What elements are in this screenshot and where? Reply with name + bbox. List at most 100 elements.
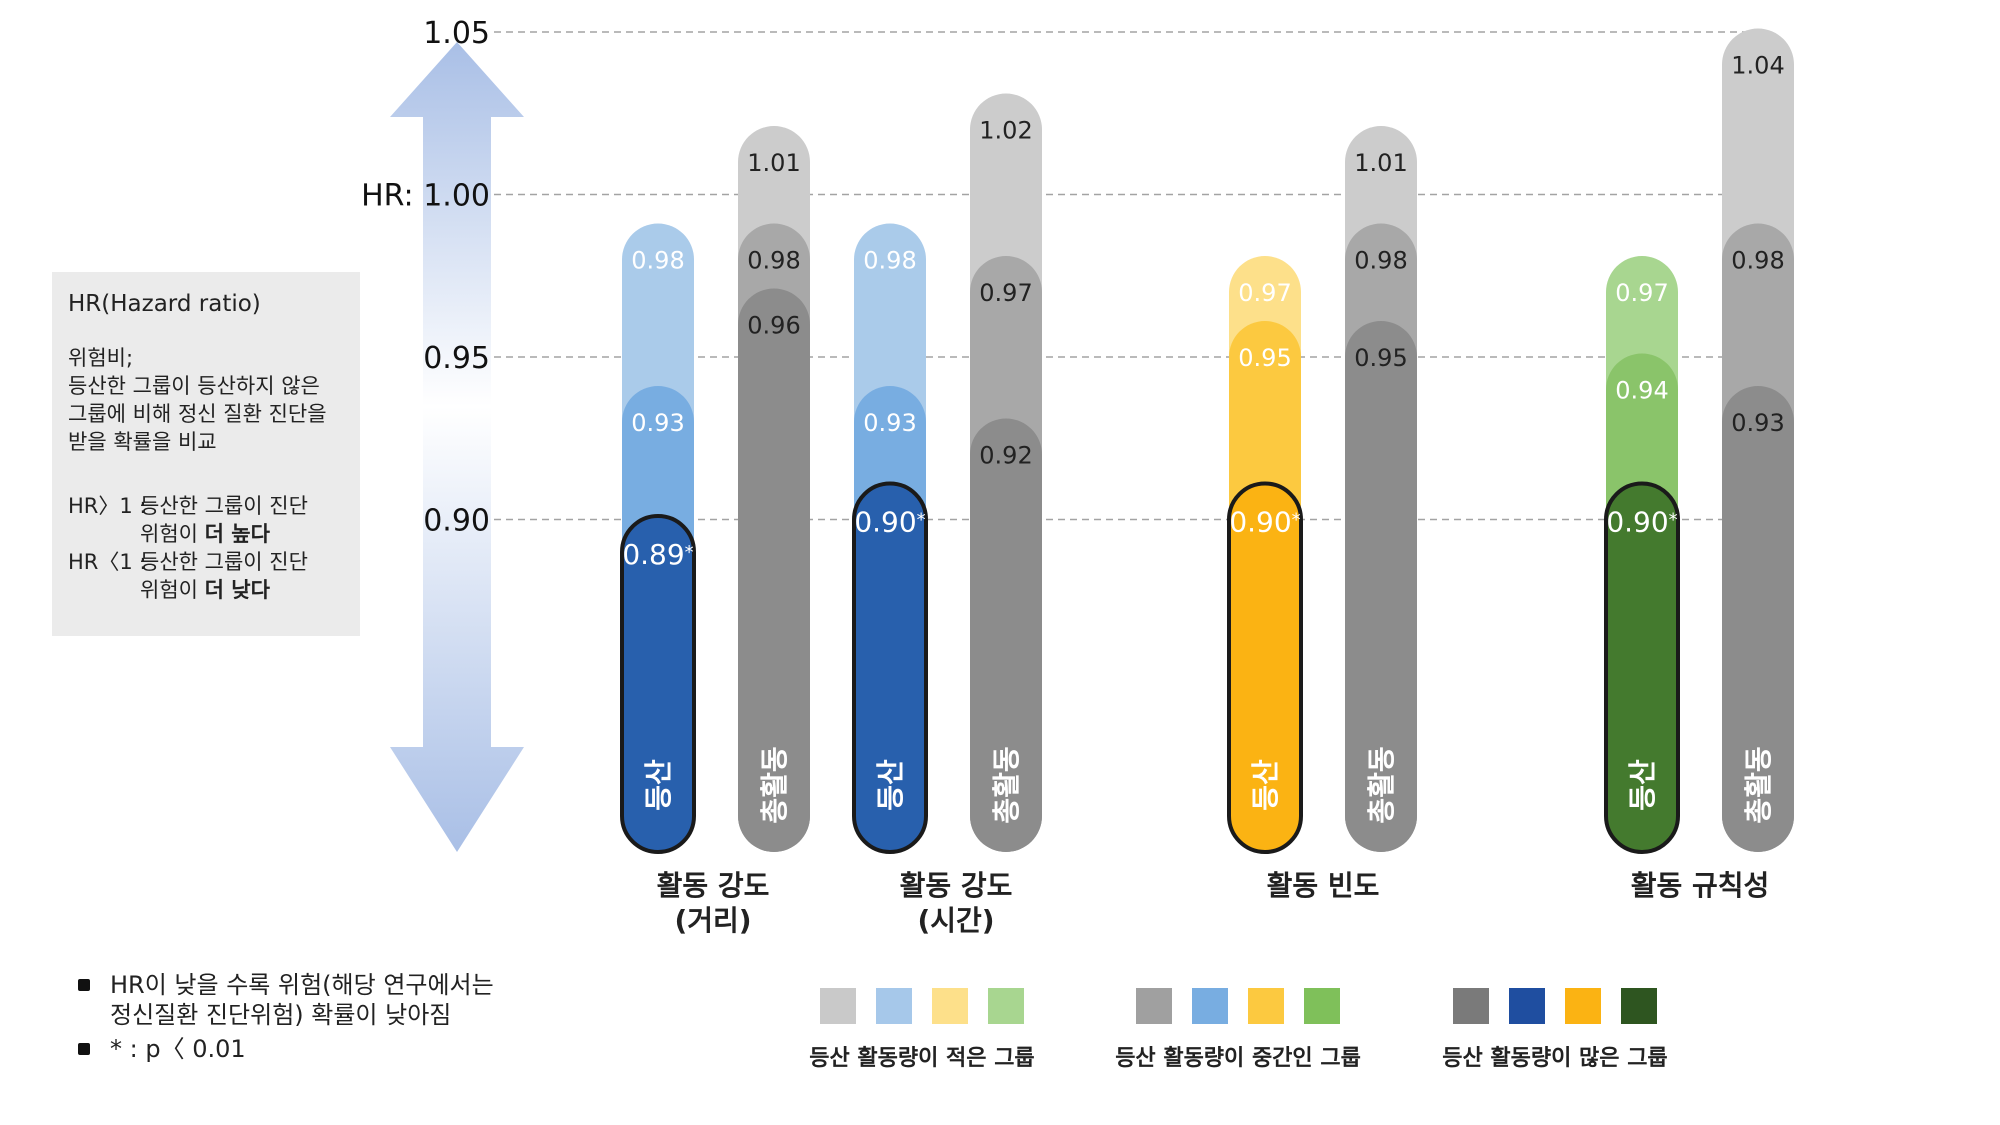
data-label: 1.02 (979, 117, 1032, 145)
bar-level-high (1722, 386, 1794, 852)
data-label: 0.97 (1615, 279, 1668, 307)
bar-hiking: 0.98 0.93 0.90* 등산 (852, 223, 928, 854)
info-title: HR(Hazard ratio) (68, 291, 261, 317)
data-label: 0.97 (979, 279, 1032, 307)
data-label: 0.92 (979, 442, 1032, 470)
hr-greater-line2: 위험이 (140, 522, 205, 546)
hr-greater-bold: 더 높다 (204, 522, 270, 546)
legend-high: 등산 활동량이 많은 그룹 (1425, 988, 1685, 1072)
legend-swatch (1304, 988, 1340, 1024)
bar-level-high (738, 288, 810, 852)
hr-less-bold: 더 낮다 (204, 578, 270, 602)
data-label: 0.90* (1229, 506, 1300, 539)
data-label: 1.04 (1731, 52, 1784, 80)
legend-swatch (876, 988, 912, 1024)
hr-less-key: HR〈1 : (68, 550, 147, 574)
bar-total-activity: 1.01 0.98 0.95 총활동 (1345, 126, 1417, 852)
footnotes: HR이 낮을 수록 위험(해당 연구에서는 정신질환 진단위험) 확률이 낮아짐… (78, 970, 494, 1068)
y-tick-label: HR: 1.00 (361, 179, 490, 214)
group-label: 활동 규칙성 (1631, 869, 1770, 902)
legend-swatch (1136, 988, 1172, 1024)
bar-level-high (970, 418, 1042, 852)
bar-name-label: 총활동 (758, 746, 791, 823)
legend-swatch (1192, 988, 1228, 1024)
bar-total-activity: 1.04 0.98 0.93 총활동 (1722, 28, 1794, 852)
info-desc-line: 위험비; (68, 346, 134, 370)
data-label: 0.93 (1731, 409, 1784, 437)
legend-swatch (988, 988, 1024, 1024)
data-label: 0.89* (622, 538, 693, 571)
bar-name-label: 등산 (642, 759, 675, 811)
double-arrow-icon (390, 42, 524, 852)
data-label: 0.93 (631, 409, 684, 437)
legend-swatch (1621, 988, 1657, 1024)
group-label: (거리) (674, 904, 751, 937)
hr-greater-row: HR〉1 : 등산한 그룹이 진단 위험이 더 높다 (68, 492, 344, 548)
legend-swatch (1453, 988, 1489, 1024)
hr-less-row: HR〈1 : 등산한 그룹이 진단 위험이 더 낮다 (68, 548, 344, 604)
bar-name-label: 등산 (1249, 759, 1282, 811)
legend-mid-label: 등산 활동량이 중간인 그룹 (1115, 1046, 1361, 1071)
legend-mid: 등산 활동량이 중간인 그룹 (1108, 988, 1368, 1072)
info-desc-line: 그룹에 비해 정신 질환 진단을 (68, 402, 327, 426)
bar-name-label: 등산 (1626, 759, 1659, 811)
footnote-hr-line2: 정신질환 진단위험) 확률이 낮아짐 (110, 1001, 452, 1029)
info-description: 위험비; 등산한 그룹이 등산하지 않은 그룹에 비해 정신 질환 진단을 받을… (68, 344, 344, 456)
hr-greater-line1: 등산한 그룹이 진단 (140, 494, 308, 518)
hr-greater-text: 등산한 그룹이 진단 위험이 더 높다 (140, 492, 308, 548)
info-desc-line: 받을 확률을 비교 (68, 430, 217, 454)
bar-hiking: 0.97 0.95 0.90* 등산 (1227, 256, 1303, 854)
bar-total-activity: 1.01 0.98 0.96 총활동 (738, 126, 810, 852)
data-label: 0.97 (1238, 279, 1291, 307)
data-label: 0.98 (1354, 247, 1407, 275)
bar-hiking: 0.97 0.94 0.90* 등산 (1604, 256, 1680, 854)
y-tick-label: 0.90 (423, 504, 490, 539)
data-label: 0.98 (747, 247, 800, 275)
footnote-significance: * : p〈 0.01 (78, 1034, 494, 1064)
bar-level-high (1227, 481, 1303, 854)
legend-swatch (1565, 988, 1601, 1024)
legend-low-swatches (792, 988, 1052, 1024)
bar-hiking: 0.98 0.93 0.89* 등산 (620, 223, 696, 854)
legend-swatch (820, 988, 856, 1024)
data-label: 1.01 (747, 149, 800, 177)
data-label: 0.93 (863, 409, 916, 437)
legend-high-swatches (1425, 988, 1685, 1024)
data-label: 0.98 (631, 247, 684, 275)
legend-mid-swatches (1108, 988, 1368, 1024)
legend-swatch (932, 988, 968, 1024)
group-label: 활동 강도 (657, 869, 770, 902)
bar-level-high (1345, 321, 1417, 852)
footnote-hr: HR이 낮을 수록 위험(해당 연구에서는 정신질환 진단위험) 확률이 낮아짐 (78, 970, 494, 1030)
group-label: 활동 빈도 (1267, 869, 1380, 902)
bar-name-label: 총활동 (1365, 746, 1398, 823)
footnote-significance-text: * : p〈 0.01 (110, 1035, 246, 1063)
data-label: 0.90* (1606, 506, 1677, 539)
bar-level-high (852, 481, 928, 854)
group-label: (시간) (917, 904, 994, 937)
bar-level-high (620, 514, 696, 854)
bar-name-label: 등산 (874, 759, 907, 811)
hr-greater-key: HR〉1 : (68, 494, 147, 518)
legend-swatch (1509, 988, 1545, 1024)
bar-name-label: 총활동 (990, 746, 1023, 823)
y-tick-label: 0.95 (423, 341, 490, 376)
data-label: 0.96 (747, 312, 800, 340)
hr-less-line1: 등산한 그룹이 진단 (140, 550, 308, 574)
info-desc-line: 등산한 그룹이 등산하지 않은 (68, 374, 320, 398)
data-label: 0.94 (1615, 377, 1668, 405)
hr-less-line2: 위험이 (140, 578, 205, 602)
data-label: 0.98 (863, 247, 916, 275)
group-label: 활동 강도 (900, 869, 1013, 902)
legend-high-label: 등산 활동량이 많은 그룹 (1442, 1046, 1668, 1071)
legend-swatch (1248, 988, 1284, 1024)
footnote-hr-line1: HR이 낮을 수록 위험(해당 연구에서는 (110, 971, 494, 999)
bar-level-high (1604, 481, 1680, 854)
bar-name-label: 총활동 (1742, 746, 1775, 823)
y-tick-label: 1.05 (423, 16, 490, 51)
data-label: 0.95 (1238, 344, 1291, 372)
data-label: 0.90* (854, 506, 925, 539)
legend-low-label: 등산 활동량이 적은 그룹 (809, 1046, 1035, 1071)
data-label: 1.01 (1354, 149, 1407, 177)
